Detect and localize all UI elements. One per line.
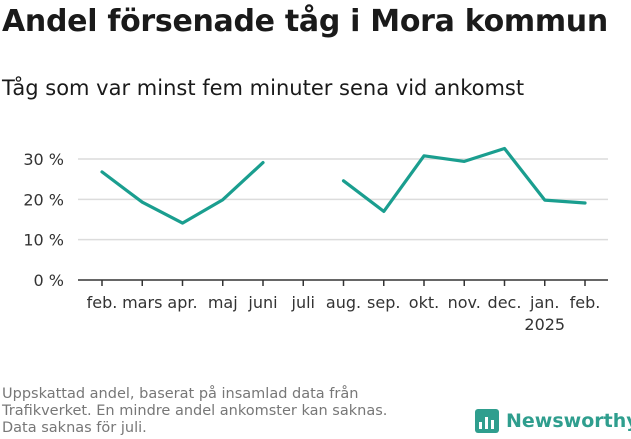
x-tick-label: dec. bbox=[488, 293, 522, 312]
series-line-segment bbox=[100, 161, 265, 225]
chart-subtitle: Tåg som var minst fem minuter sena vid a… bbox=[2, 76, 525, 100]
x-tick-label: jan. bbox=[529, 293, 559, 312]
footnote: Uppskattad andel, baserat på insamlad da… bbox=[2, 386, 442, 437]
gridlines bbox=[78, 158, 608, 241]
y-axis-ticks: 0 % 10 % 20 % 30 % bbox=[23, 150, 64, 290]
x-tick-label: aug. bbox=[326, 293, 361, 312]
x-axis: feb. mars apr. maj juni juli aug. sep. okt. nov. d… bbox=[78, 279, 608, 334]
x-year-label: 2025 bbox=[524, 315, 565, 334]
y-tick-label: 20 % bbox=[23, 190, 64, 209]
x-tick-label: feb. bbox=[87, 293, 118, 312]
brand-name: Newsworthy bbox=[506, 410, 631, 432]
footnote-line-1: Uppskattad andel, baserat på insamlad da… bbox=[2, 386, 359, 402]
x-tick-label: mars bbox=[122, 293, 162, 312]
line-chart: 0 %10 %20 %30 % feb. mars apr. maj juni juli a… bbox=[23, 146, 608, 334]
x-tick-label: maj bbox=[208, 293, 238, 312]
footnote-line-3: Data saknas för juli. bbox=[2, 420, 147, 436]
y-tick-label: 10 % bbox=[23, 231, 64, 250]
x-tick-label: juli bbox=[291, 293, 315, 312]
y-tick-label: 30 % bbox=[23, 150, 64, 169]
x-tick-label: sep. bbox=[367, 293, 400, 312]
x-tick-label: apr. bbox=[167, 293, 197, 312]
series-line-segment bbox=[341, 146, 587, 213]
footnote-line-2: Trafikverket. En mindre andel ankomster … bbox=[2, 403, 388, 419]
x-tick-label: okt. bbox=[409, 293, 439, 312]
x-tick-label: juni bbox=[247, 293, 277, 312]
x-tick-label: nov. bbox=[448, 293, 481, 312]
series-lines bbox=[100, 146, 587, 225]
y-tick-label: 0 % bbox=[34, 271, 64, 290]
bar-chart-logo-icon bbox=[475, 409, 499, 433]
brand-logo: Newsworthy bbox=[475, 409, 631, 433]
chart-title: Andel försenade tåg i Mora kommun bbox=[2, 4, 608, 39]
x-tick-label: feb. bbox=[570, 293, 601, 312]
